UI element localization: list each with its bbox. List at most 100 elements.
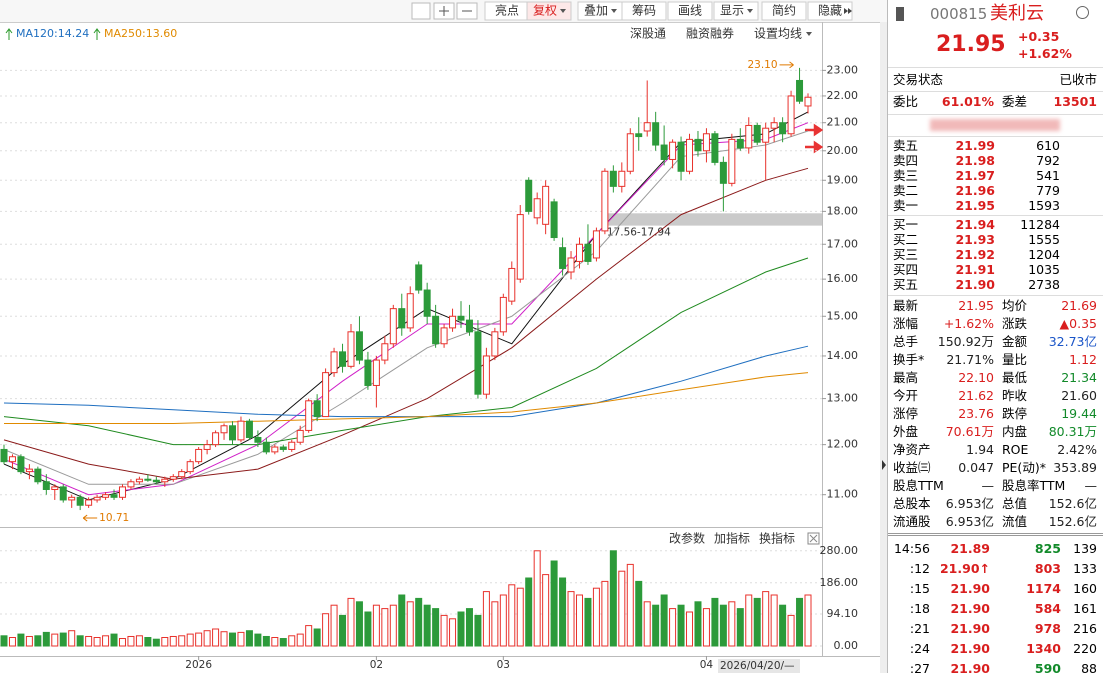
stat-label: 流值 [1002,514,1028,529]
volume-bar [330,604,338,647]
volume-bar [127,635,135,647]
toolbar-button[interactable] [526,1,572,21]
ma-line [4,372,809,424]
candle-body [34,468,42,483]
toolbar-button[interactable] [713,1,759,21]
volume-bar [660,594,668,647]
candle-body [584,243,592,262]
side-scroll[interactable] [880,22,887,673]
y-tick-label: 21.00 [827,116,859,129]
stat-value: 32.73亿 [1048,334,1097,349]
volume-bar [643,601,651,647]
stat-value: 21.60 [1061,388,1097,403]
candle-body [212,432,220,446]
y-tick-label: 280.00 [820,544,859,557]
volume-bar [178,635,186,647]
volume-bar [212,628,220,647]
candle-body [25,468,33,473]
volume-bar [254,633,262,647]
candle-body [347,331,355,367]
candle-body [609,170,617,187]
red-arrow [805,140,824,154]
candle-body [169,476,177,480]
volume-bar [305,625,313,647]
candle-body [440,327,448,345]
candle-body [279,446,287,450]
volume-bar [508,584,516,647]
stat-value: 6.953亿 [945,514,994,529]
tick-price: 21.90↑ [939,561,990,576]
volume-bar [635,580,643,647]
volume-bar [728,601,736,647]
candle-body [203,444,211,450]
tick-count: 88 [1081,661,1097,676]
stat-label: ROE [1002,442,1029,457]
indicator-menu-item[interactable]: 换指标 [759,531,795,546]
toolbar-button[interactable] [667,1,713,21]
volume-bar [465,608,473,647]
candle-body [118,486,126,498]
toolbar-button[interactable] [621,1,667,21]
high-label: 23.10 [747,59,777,71]
volume-bar [491,601,499,647]
candle-body [525,179,533,212]
chart-menu-item[interactable]: 深股通 [630,27,666,41]
volume-bar [592,587,600,647]
lock-button[interactable] [411,2,431,20]
support-band [601,213,822,226]
volume-bar [533,550,541,647]
y-tick-label: 19.00 [827,173,859,186]
stat-value: 1.12 [1069,352,1097,367]
candle-body [508,267,516,302]
candle-body [542,185,550,225]
volume-bar [152,638,160,647]
stat-label: 涨幅 [893,316,919,331]
volume-bar [8,637,16,647]
quote-panel: 000815 美利云 21.95 +0.35 +1.62% 交易状态 已收市 委比 61.01%… [887,0,1103,676]
side-toggle[interactable] [882,460,886,470]
candle-body [85,499,93,506]
candle-body [702,133,710,152]
volume-bar [93,637,101,647]
candle-body [457,315,465,321]
candle-body [711,133,719,163]
chart-menu-item[interactable]: 设置均线 [754,27,802,41]
candle-body [381,343,389,361]
volume-bar [322,613,330,647]
tick-price: 21.90 [950,601,990,616]
candle-body [110,494,118,498]
toolbar-label: 叠加 [584,4,608,18]
volume-bar [482,591,490,647]
tick-time: :21 [909,621,930,636]
y-tick-label: 17.00 [827,237,859,250]
y-tick-label: 186.00 [820,576,859,589]
indicator-menu-item[interactable]: 改参数 [669,531,705,546]
chart-menu-item[interactable]: 融资融券 [686,26,734,41]
volume-bar [626,563,634,647]
toolbar-label: 筹码 [632,4,656,18]
candle-body [42,481,50,490]
stat-label: 总值 [1002,496,1028,511]
candle-body [499,296,507,333]
ma-line [3,122,809,496]
volume-bar [262,635,270,647]
diff-label: 委差 [1002,94,1028,109]
candle-body [423,289,431,317]
toolbar-label: 画线 [678,4,702,18]
tick-volume: 1174 [1026,581,1061,596]
stat-value: 1.94 [966,442,994,457]
stat-label: 跌停 [1002,406,1028,421]
toolbar-button[interactable] [761,1,807,21]
candle-body [559,247,567,269]
low-label: 10.71 [99,512,129,524]
volume-bar [313,628,321,647]
ma-arrow [93,28,101,40]
x-tick-label: 04 [700,659,714,671]
volume-bar [169,635,177,647]
ratio-value: 61.01% [941,94,994,109]
candle-body [229,425,237,441]
indicator-menu-item[interactable]: 加指标 [714,531,750,546]
book-label: 买一 [893,217,919,232]
tick-price: 21.90 [950,581,990,596]
stat-label: 金额 [1002,334,1028,349]
